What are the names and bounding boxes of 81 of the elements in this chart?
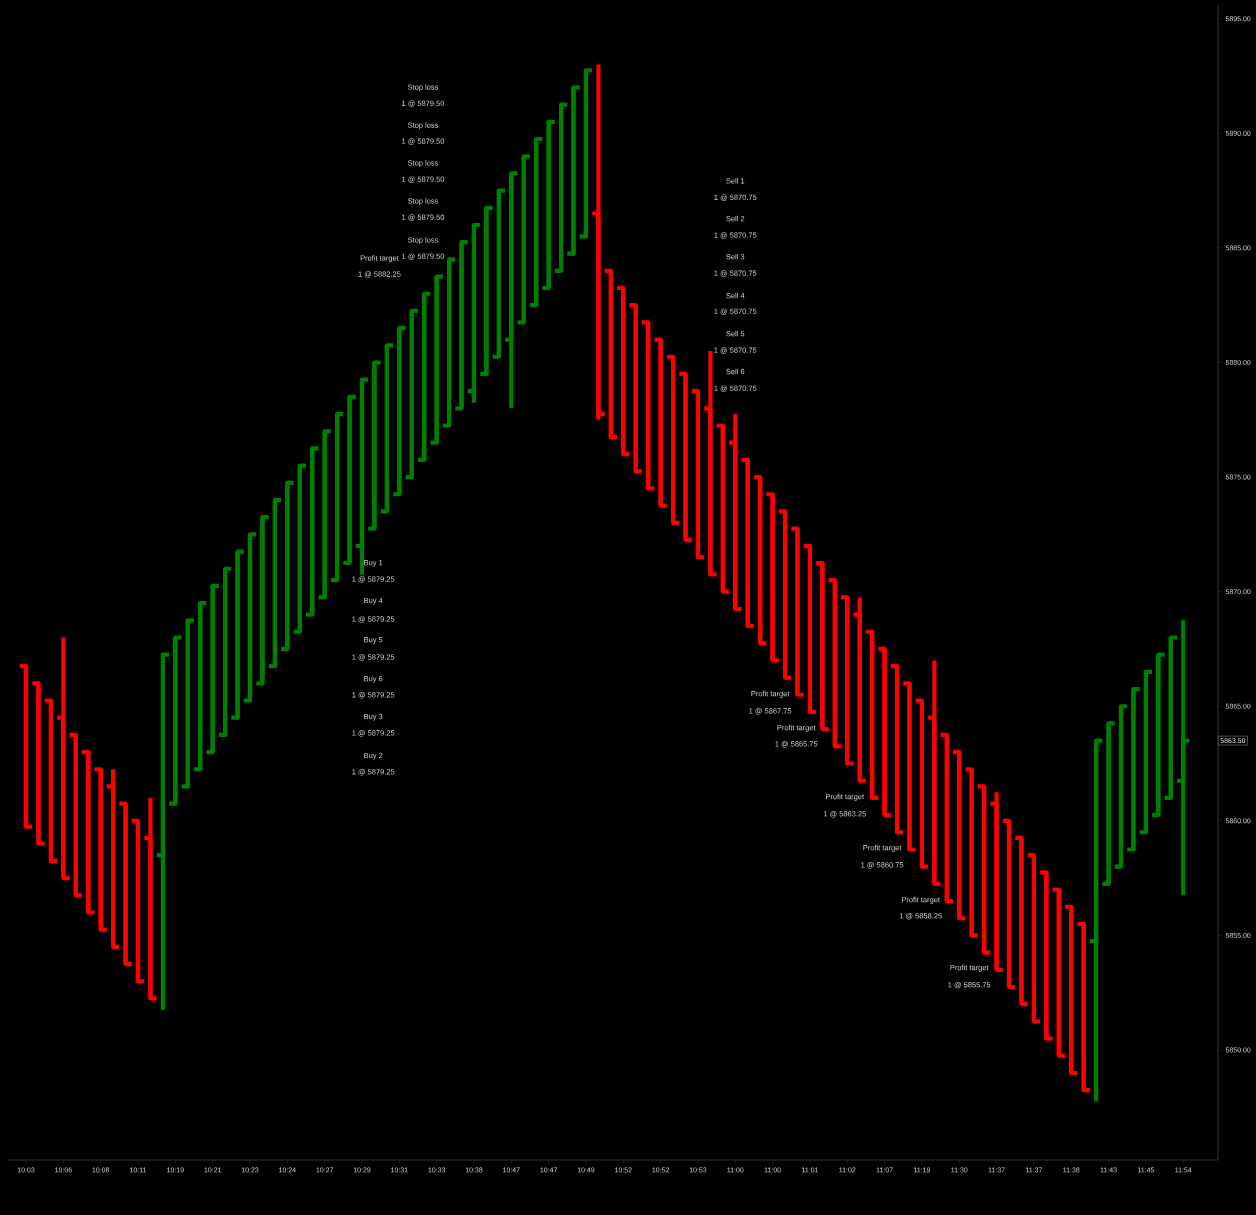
candlestick (826, 578, 844, 749)
candlestick (503, 171, 520, 409)
candlestick (627, 303, 645, 474)
candlestick (652, 337, 669, 508)
candlestick (950, 749, 968, 921)
candlestick (129, 818, 147, 984)
candlestick (440, 257, 458, 428)
candlestick (428, 274, 445, 445)
candlestick (776, 509, 794, 680)
candlestick (216, 566, 234, 737)
candlestick (316, 429, 333, 600)
candlestick (1150, 652, 1167, 818)
candlestick (42, 698, 60, 864)
candlestick (142, 797, 159, 1001)
candlestick (913, 698, 931, 869)
candlestick (1100, 721, 1117, 886)
candlestick (1038, 870, 1055, 1041)
candlestick (751, 474, 769, 646)
candlestick (241, 532, 259, 703)
candlestick (838, 595, 856, 766)
candlestick (527, 136, 545, 308)
candlestick (117, 801, 134, 967)
candlestick (1075, 921, 1092, 1093)
candlestick (341, 394, 358, 566)
candlestick (67, 732, 85, 898)
candlestick (639, 320, 657, 491)
candlestick (30, 681, 47, 846)
candlestick (366, 360, 383, 531)
candlestick (764, 492, 781, 663)
candlestick (664, 354, 682, 525)
candlestick (801, 543, 819, 715)
candlestick (789, 526, 806, 697)
candlestick (552, 102, 570, 273)
candlestick (303, 446, 321, 617)
candlestick (478, 205, 495, 377)
candlestick (901, 681, 918, 852)
candlestick (814, 560, 831, 732)
candlestick (1137, 669, 1155, 835)
candlestick (565, 85, 582, 256)
candlestick (415, 291, 433, 462)
candlestick (266, 497, 284, 669)
candlestick (279, 480, 296, 652)
candlestick (490, 188, 508, 359)
candlestick (938, 732, 956, 904)
candlestick (1000, 818, 1018, 990)
candlestick (1025, 853, 1043, 1024)
candlestick (1013, 835, 1030, 1007)
candlestick (391, 326, 408, 497)
candlestick (602, 268, 620, 440)
candlestick (975, 784, 993, 955)
candlestick (540, 119, 557, 291)
candlestick (403, 308, 421, 480)
candlestick (677, 371, 694, 543)
candlestick (191, 601, 209, 772)
candlestick (328, 411, 346, 583)
candlestick (1162, 635, 1180, 800)
candlestick (1125, 686, 1142, 852)
candlestick (204, 583, 221, 755)
candlestick (254, 515, 271, 686)
candlestick (863, 629, 881, 800)
candlestick (453, 240, 470, 411)
candlestick (739, 457, 757, 629)
candlestick (714, 423, 732, 594)
candlestick (614, 285, 632, 457)
candlestick (1050, 887, 1068, 1058)
candlestick (92, 767, 110, 932)
candlestick (291, 463, 309, 634)
candlestick (1112, 704, 1130, 869)
candlestick (689, 389, 707, 560)
candlestick (888, 664, 906, 835)
candlestick (963, 767, 981, 938)
candlestick (577, 68, 595, 239)
candlestick (515, 154, 533, 325)
candlestick (179, 618, 197, 789)
candlestick (378, 343, 396, 514)
candlestick (1062, 904, 1080, 1075)
candlestick (876, 646, 893, 818)
candlestick (17, 664, 35, 829)
candlestick (167, 635, 184, 806)
candlestick (79, 749, 97, 915)
candlestick (229, 549, 246, 720)
